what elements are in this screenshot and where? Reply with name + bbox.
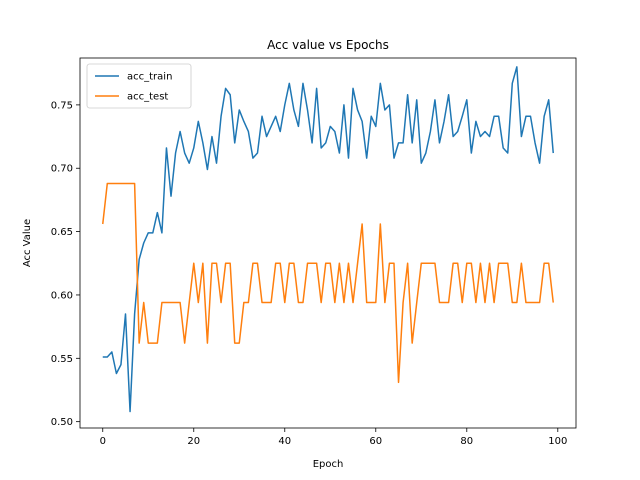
series-line-acc-train <box>102 66 554 413</box>
plot-frame <box>79 57 577 429</box>
y-axis-label: Acc Value <box>22 219 33 267</box>
y-tick-label: 0.50 <box>51 417 73 428</box>
x-tick-label: 40 <box>278 436 291 447</box>
x-tick-label: 20 <box>187 436 200 447</box>
x-axis-label: Epoch <box>313 459 344 470</box>
x-axis-ticks: 0 20 40 60 80 100 <box>100 428 567 447</box>
y-tick-label: 0.70 <box>51 164 73 175</box>
legend-box <box>86 63 192 109</box>
chart-title: Acc value vs Epochs <box>267 38 389 52</box>
x-tick-label: 100 <box>548 436 567 447</box>
plot-area <box>80 58 576 428</box>
series-line-acc-test <box>102 182 554 384</box>
y-tick-label: 0.60 <box>51 290 73 301</box>
y-tick-label: 0.75 <box>51 100 73 111</box>
x-tick-label: 0 <box>100 436 106 447</box>
x-tick-label: 80 <box>460 436 473 447</box>
x-tick-label: 60 <box>369 436 382 447</box>
y-tick-label: 0.65 <box>51 227 73 238</box>
y-tick-label: 0.55 <box>51 354 73 365</box>
legend-label: acc_train <box>127 72 172 83</box>
series-layer <box>102 66 554 413</box>
y-axis-ticks: 0.50 0.55 0.60 0.65 0.70 0.75 <box>51 100 80 428</box>
legend: acc_train acc_test <box>86 63 192 109</box>
legend-label: acc_test <box>127 92 168 103</box>
